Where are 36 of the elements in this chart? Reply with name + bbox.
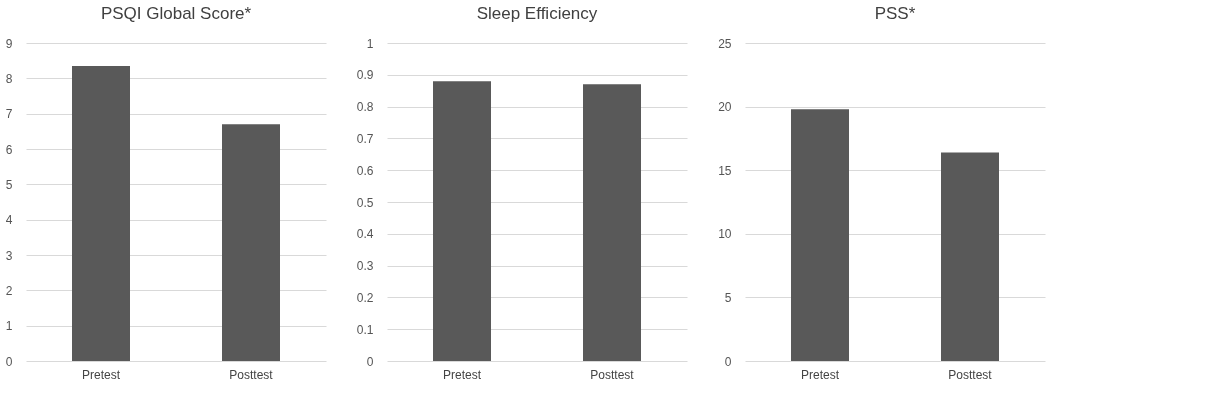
y-tick-label: 0.6 xyxy=(356,163,374,178)
y-tick-label: 0.9 xyxy=(356,68,374,83)
y-tick-label: 0 xyxy=(5,354,13,369)
y-tick-label: 6 xyxy=(5,142,13,157)
y-tick-label: 5 xyxy=(5,177,13,192)
chart-title: PSQI Global Score* xyxy=(100,4,252,23)
chart-title: Sleep Efficiency xyxy=(476,4,598,23)
y-tick-label: 0.1 xyxy=(356,322,374,337)
x-tick-label: Pretest xyxy=(442,367,482,382)
chart-title: PSS* xyxy=(874,4,916,23)
y-tick-label: 1 xyxy=(366,36,374,51)
x-tick-label: Posttest xyxy=(590,367,635,382)
y-tick-label: 3 xyxy=(5,248,13,263)
y-tick-label: 0.5 xyxy=(356,195,374,210)
y-tick-label: 20 xyxy=(718,100,732,115)
y-tick-label: 5 xyxy=(724,290,732,305)
y-tick-label: 0.7 xyxy=(356,131,374,146)
x-tick-label: Pretest xyxy=(800,367,840,382)
y-tick-label: 8 xyxy=(5,71,13,86)
y-tick-label: 0.3 xyxy=(356,259,374,274)
x-tick-label: Posttest xyxy=(948,367,993,382)
y-tick-label: 9 xyxy=(5,36,13,51)
y-tick-label: 0 xyxy=(724,354,732,369)
y-tick-label: 10 xyxy=(718,227,732,242)
y-tick-label: 0.4 xyxy=(356,227,374,242)
y-tick-label: 0 xyxy=(366,354,374,369)
y-tick-label: 2 xyxy=(5,283,13,298)
y-tick-label: 7 xyxy=(5,107,13,122)
x-tick-label: Pretest xyxy=(81,367,121,382)
y-tick-label: 4 xyxy=(5,213,13,228)
y-tick-label: 25 xyxy=(718,36,732,51)
y-tick-label: 15 xyxy=(718,163,732,178)
y-tick-label: 0.2 xyxy=(356,290,374,305)
x-tick-label: Posttest xyxy=(229,367,274,382)
y-tick-label: 0.8 xyxy=(356,100,374,115)
y-tick-label: 1 xyxy=(5,319,13,334)
